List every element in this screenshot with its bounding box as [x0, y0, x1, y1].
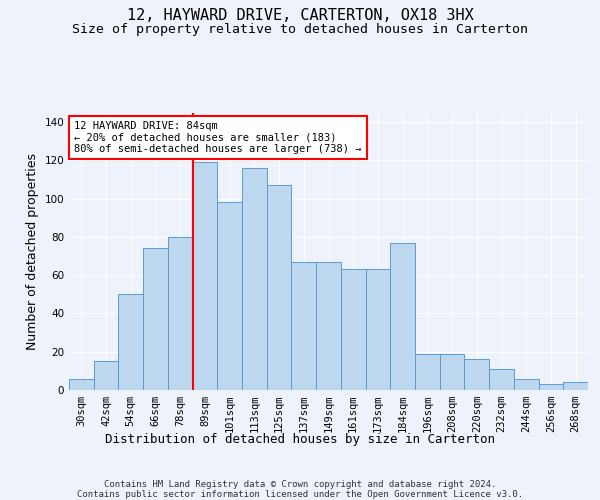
Bar — [118, 294, 143, 390]
Text: Size of property relative to detached houses in Carterton: Size of property relative to detached ho… — [72, 22, 528, 36]
Bar — [539, 384, 563, 390]
Text: Distribution of detached houses by size in Carterton: Distribution of detached houses by size … — [105, 432, 495, 446]
Bar — [464, 360, 489, 390]
Bar — [69, 378, 94, 390]
Bar — [390, 242, 415, 390]
Bar — [440, 354, 464, 390]
Text: Contains HM Land Registry data © Crown copyright and database right 2024.
Contai: Contains HM Land Registry data © Crown c… — [77, 480, 523, 500]
Bar — [316, 262, 341, 390]
Bar — [341, 270, 365, 390]
Text: 12 HAYWARD DRIVE: 84sqm
← 20% of detached houses are smaller (183)
80% of semi-d: 12 HAYWARD DRIVE: 84sqm ← 20% of detache… — [74, 121, 362, 154]
Bar — [365, 270, 390, 390]
Y-axis label: Number of detached properties: Number of detached properties — [26, 153, 39, 350]
Text: 12, HAYWARD DRIVE, CARTERTON, OX18 3HX: 12, HAYWARD DRIVE, CARTERTON, OX18 3HX — [127, 8, 473, 22]
Bar — [217, 202, 242, 390]
Bar — [168, 237, 193, 390]
Bar — [514, 378, 539, 390]
Bar — [94, 362, 118, 390]
Bar — [292, 262, 316, 390]
Bar — [143, 248, 168, 390]
Bar — [267, 185, 292, 390]
Bar — [242, 168, 267, 390]
Bar — [415, 354, 440, 390]
Bar — [193, 162, 217, 390]
Bar — [563, 382, 588, 390]
Bar — [489, 369, 514, 390]
